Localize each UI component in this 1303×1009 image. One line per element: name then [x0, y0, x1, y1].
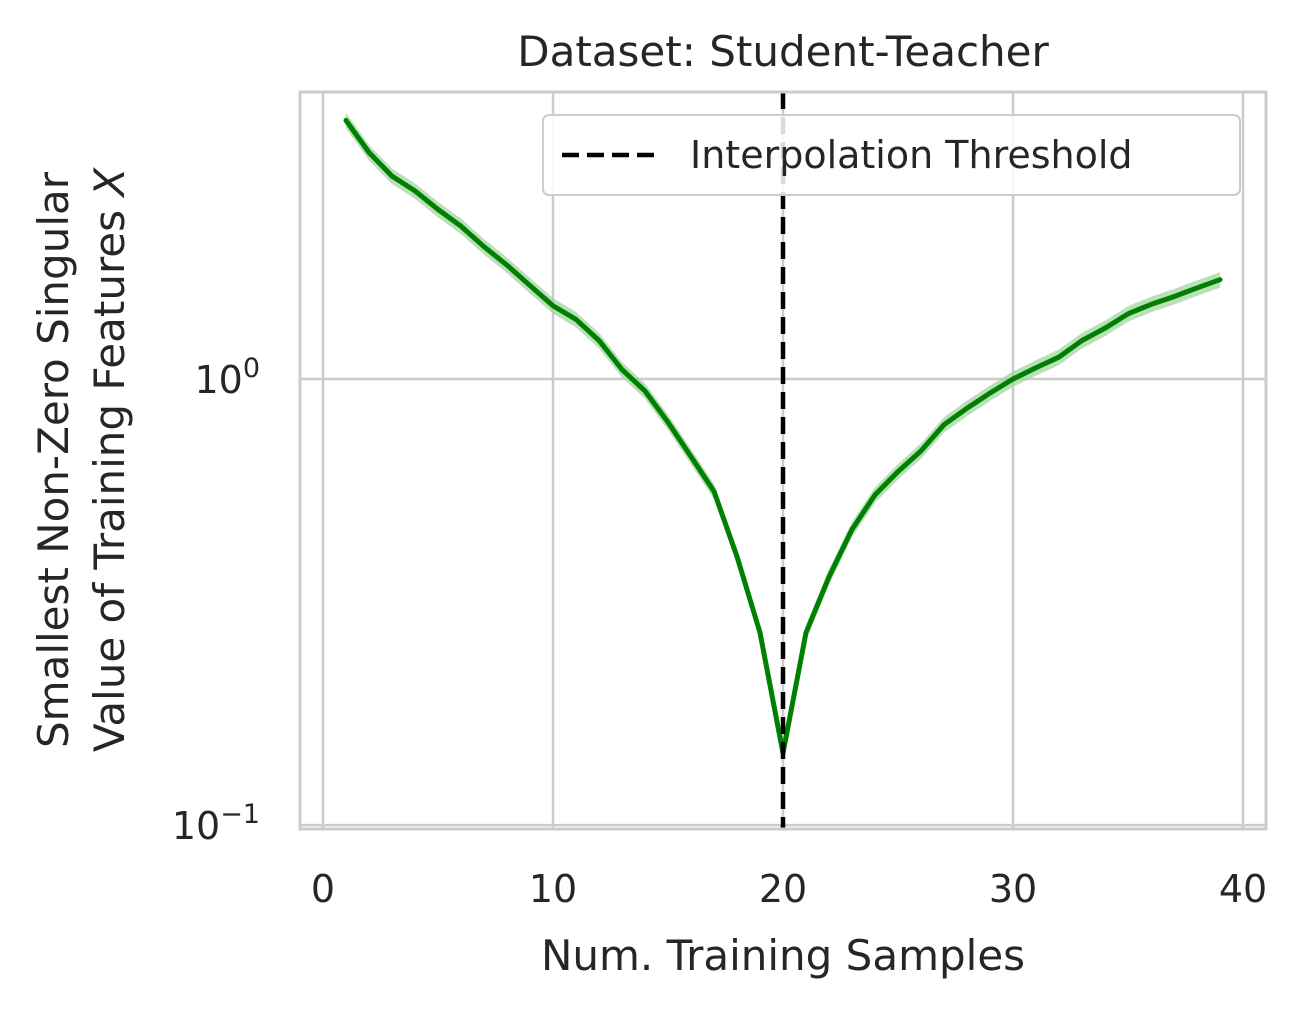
x-tick-label: 0	[311, 867, 335, 911]
y-tick-label: 10−1	[172, 799, 260, 848]
x-axis-label: Num. Training Samples	[541, 931, 1025, 980]
legend-entry-label: Interpolation Threshold	[690, 133, 1133, 177]
legend: Interpolation Threshold	[542, 114, 1241, 196]
x-tick-label: 20	[759, 867, 807, 911]
x-tick-label: 10	[529, 867, 577, 911]
y-axis-label: Smallest Non-Zero Singular	[29, 171, 78, 748]
y-tick-label: 100	[194, 353, 260, 402]
y-axis-label-line-2: Value of Training Features X	[85, 167, 134, 753]
chart-title: Dataset: Student-Teacher	[517, 27, 1049, 76]
x-tick-label: 40	[1219, 867, 1267, 911]
y-tick-labels: 100 10−1	[172, 353, 260, 848]
legend-box	[542, 114, 1241, 196]
x-tick-labels: 0 10 20 30 40	[311, 867, 1267, 911]
y-tick-label-text: 100	[194, 353, 260, 402]
plot-frame	[298, 90, 1268, 831]
x-tick-label: 30	[989, 867, 1037, 911]
y-axis-label-2: Value of Training Features X	[85, 167, 134, 753]
y-axis-label-line-1: Smallest Non-Zero Singular	[29, 171, 78, 748]
y-tick-label-text: 10−1	[172, 799, 260, 848]
